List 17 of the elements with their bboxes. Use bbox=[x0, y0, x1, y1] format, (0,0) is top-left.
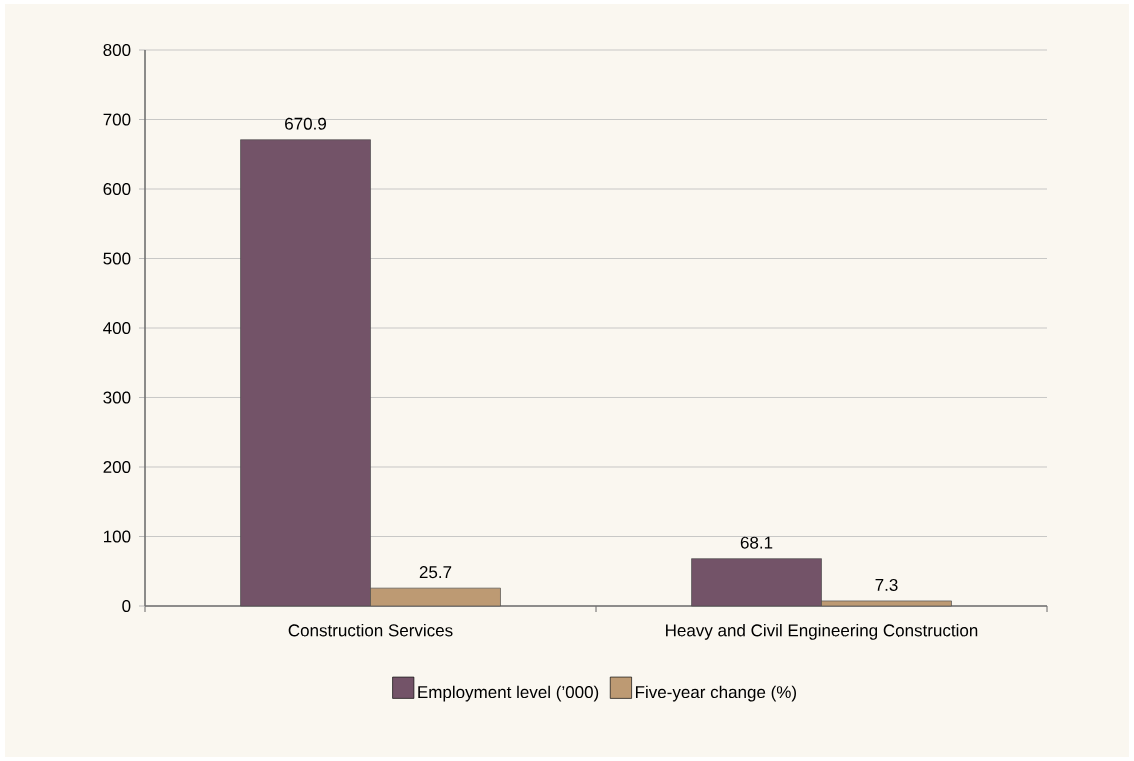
x-tick-label: Heavy and Civil Engineering Construction bbox=[666, 623, 978, 640]
data-label: 25.7 bbox=[419, 566, 452, 579]
y-tick-label: 300 bbox=[103, 391, 131, 404]
y-tick-label: 500 bbox=[103, 252, 131, 265]
legend-label: Employment level (’000) bbox=[418, 685, 599, 702]
y-tick-label: 800 bbox=[103, 43, 131, 57]
data-label: 670.9 bbox=[285, 117, 326, 130]
y-tick-label: 600 bbox=[103, 182, 131, 196]
legend-label: Five-year change (%) bbox=[636, 685, 796, 702]
x-tick-label: Construction Services bbox=[288, 623, 453, 637]
data-label: 68.1 bbox=[740, 536, 773, 549]
y-tick-label: 0 bbox=[122, 599, 131, 613]
y-tick-label: 700 bbox=[103, 113, 131, 126]
data-label: 7.3 bbox=[875, 578, 898, 591]
y-tick-label: 400 bbox=[103, 321, 131, 335]
y-tick-label: 100 bbox=[104, 530, 131, 543]
y-tick-label: 200 bbox=[103, 460, 131, 474]
